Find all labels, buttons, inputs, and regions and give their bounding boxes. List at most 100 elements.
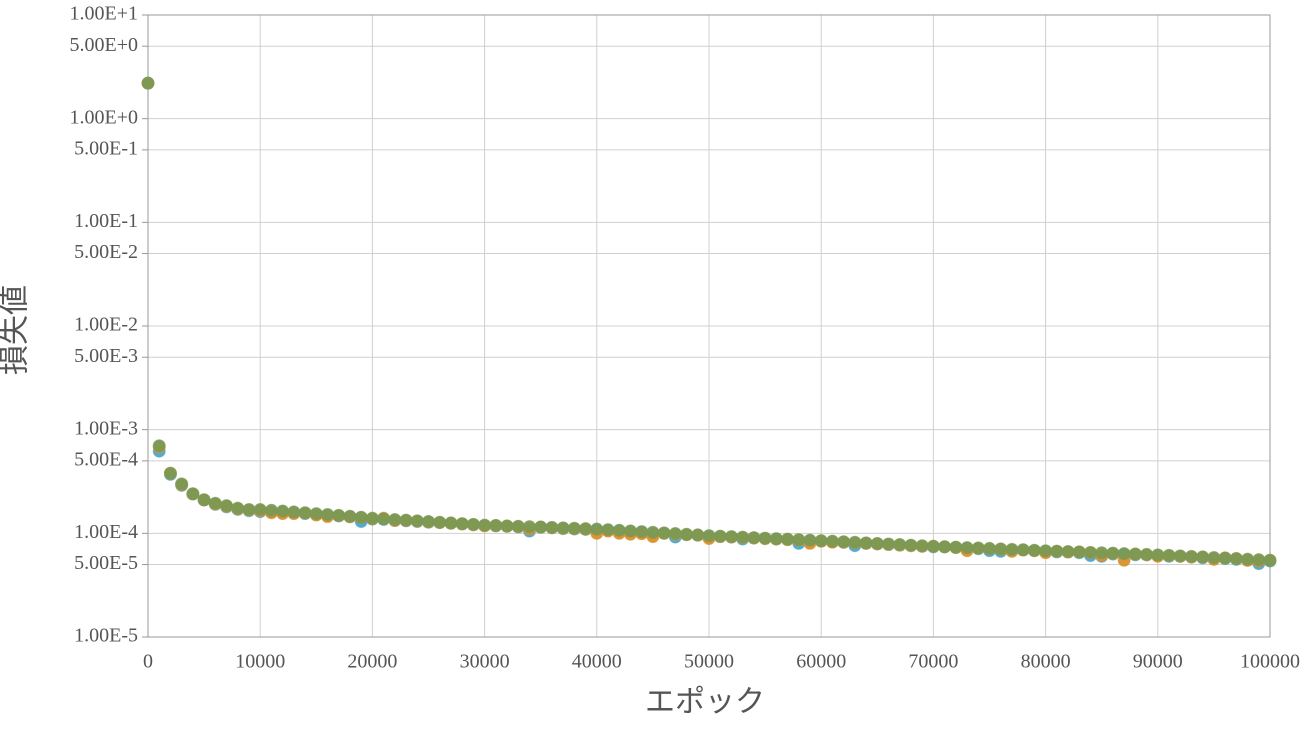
point	[814, 534, 828, 548]
y-tick-label: 1.00E-4	[74, 521, 138, 543]
x-tick-label: 20000	[347, 651, 397, 673]
x-tick-label: 80000	[1021, 651, 1071, 673]
x-tick-label: 10000	[235, 651, 285, 673]
point	[298, 506, 312, 520]
point	[792, 533, 806, 547]
point	[691, 528, 705, 542]
point	[915, 539, 929, 553]
point	[1184, 549, 1198, 563]
y-tick-label: 1.00E-1	[74, 210, 138, 232]
point	[1128, 547, 1142, 561]
point	[601, 523, 615, 537]
y-tick-label: 1.00E+0	[70, 106, 139, 128]
point	[1252, 553, 1266, 567]
point	[1005, 542, 1019, 556]
point	[1229, 552, 1243, 566]
point	[938, 540, 952, 554]
point	[1241, 552, 1255, 566]
point	[1061, 544, 1075, 558]
point	[848, 535, 862, 549]
point	[163, 466, 177, 480]
point	[1027, 543, 1041, 557]
point	[253, 502, 267, 516]
point	[736, 530, 750, 544]
point	[983, 541, 996, 555]
point	[321, 507, 335, 521]
point	[1140, 547, 1154, 561]
point	[1095, 546, 1109, 560]
point	[500, 519, 514, 533]
point	[466, 517, 480, 531]
point	[781, 532, 795, 546]
point	[1162, 548, 1176, 562]
point	[377, 512, 391, 526]
point	[489, 519, 503, 533]
x-axis-title: エポック	[645, 685, 765, 720]
point	[1117, 547, 1131, 561]
point	[949, 540, 963, 554]
y-tick-label: 5.00E-5	[74, 552, 138, 574]
y-tick-label: 1.00E+1	[70, 3, 139, 25]
point	[522, 520, 536, 534]
point	[859, 536, 873, 550]
point	[208, 496, 222, 510]
x-tick-label: 40000	[572, 651, 622, 673]
y-tick-label: 5.00E-4	[74, 448, 138, 470]
point	[1173, 549, 1187, 563]
point	[579, 522, 593, 536]
point	[141, 76, 155, 90]
point	[994, 542, 1008, 556]
point	[175, 477, 189, 491]
point	[1072, 545, 1086, 559]
y-tick-label: 5.00E+0	[70, 34, 139, 56]
point	[1151, 548, 1165, 562]
point	[668, 527, 682, 541]
point	[1207, 550, 1221, 564]
point	[264, 503, 278, 517]
point	[904, 538, 918, 552]
x-tick-label: 50000	[684, 651, 734, 673]
point	[567, 521, 581, 535]
point	[556, 521, 570, 535]
point	[769, 532, 783, 546]
y-axis-title: 損失値	[0, 285, 33, 375]
y-tick-label: 1.00E-3	[74, 417, 138, 439]
point	[197, 493, 211, 507]
point	[623, 524, 637, 538]
y-tick-label: 1.00E-5	[74, 625, 138, 647]
point	[1083, 545, 1097, 559]
x-tick-label: 0	[143, 651, 153, 673]
point	[534, 520, 548, 534]
point	[893, 538, 907, 552]
point	[242, 502, 256, 516]
point	[635, 525, 649, 539]
point	[747, 531, 761, 545]
x-tick-label: 100000	[1240, 651, 1300, 673]
x-tick-label: 60000	[796, 651, 846, 673]
x-tick-label: 30000	[460, 651, 510, 673]
point	[332, 508, 346, 522]
point	[837, 535, 851, 549]
point	[410, 514, 424, 528]
point	[1106, 546, 1120, 560]
point	[1263, 553, 1277, 567]
point	[1016, 543, 1030, 557]
point	[444, 516, 458, 530]
point	[646, 525, 660, 539]
point	[971, 541, 985, 555]
point	[825, 534, 839, 548]
point	[702, 529, 716, 543]
point	[343, 509, 357, 523]
point	[220, 499, 234, 513]
point	[276, 504, 290, 518]
point	[590, 522, 604, 536]
point	[399, 513, 413, 527]
point	[287, 505, 301, 519]
point	[455, 517, 469, 531]
point	[152, 439, 166, 453]
point	[388, 512, 402, 526]
point	[231, 501, 245, 515]
point	[870, 536, 884, 550]
